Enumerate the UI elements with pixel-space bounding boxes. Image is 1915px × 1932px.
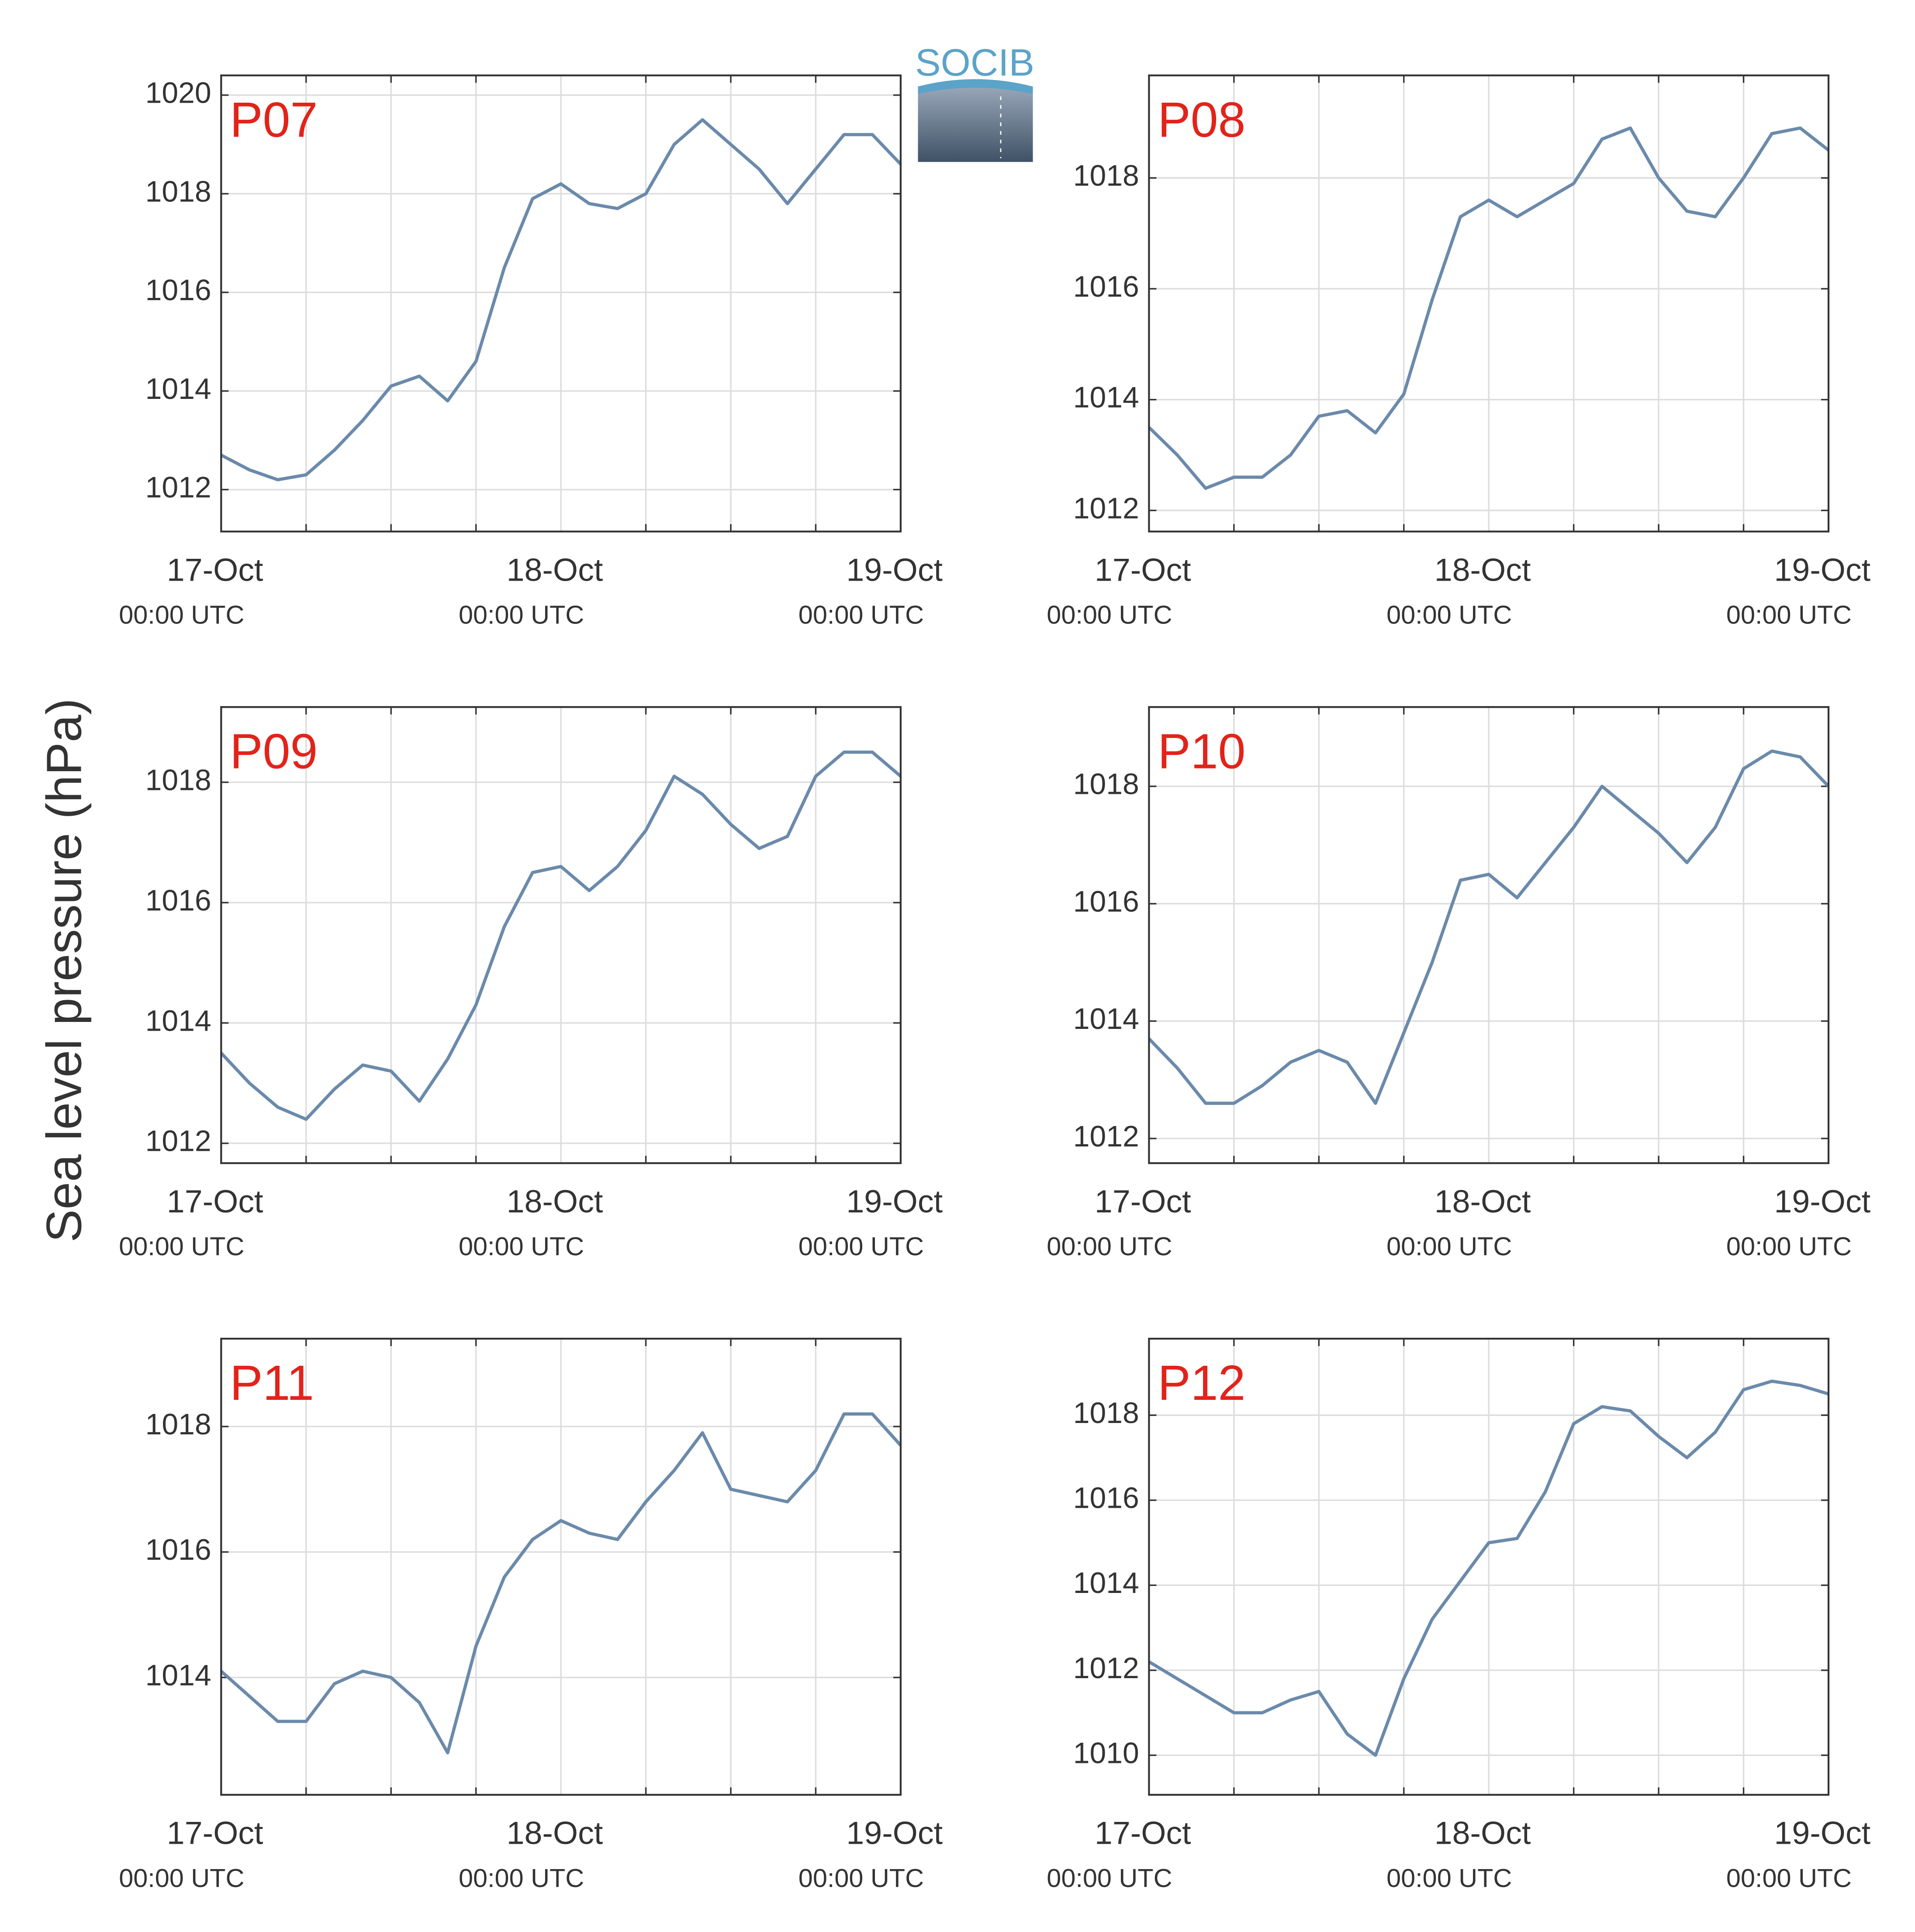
plot-frame [1148,1337,1830,1796]
panel: 1010 1012 1014 1016 1018 17-Oct 00:00 UTC 18-Oc… [1047,1337,1871,1893]
x-tick-sublabel: 00:00 UTC [459,1232,584,1261]
y-axis-label: Sea level pressure (hPa) [36,698,91,1242]
x-tick-sublabel: 00:00 UTC [1386,1232,1512,1261]
y-tick-label: 1018 [1073,1397,1139,1430]
x-tick-label: 19-Oct [1774,1183,1871,1219]
x-tick-sublabel: 00:00 UTC [1726,1863,1852,1893]
x-tick-label: 18-Oct [1435,1815,1531,1851]
plot-frame [1148,74,1830,533]
x-tick-label: 17-Oct [1095,1183,1191,1219]
x-tick-sublabel: 00:00 UTC [1047,1863,1172,1893]
logo-image [918,87,1033,162]
panel-title: P07 [230,92,318,147]
panel: 1012 1014 1016 1018 17-Oct 00:00 UTC 18-Oct 00:… [119,706,943,1261]
y-tick-label: 1014 [145,373,211,405]
panel-title: P09 [230,724,318,779]
panel: 1014 1016 1018 17-Oct 00:00 UTC 18-Oct 00:00 U… [119,1337,943,1893]
plot-frame [1148,706,1830,1164]
panel-title: P12 [1158,1355,1245,1410]
y-tick-label: 1016 [1073,885,1139,918]
y-tick-label: 1012 [1073,492,1139,525]
x-tick-label: 18-Oct [1435,1183,1531,1219]
x-tick-label: 17-Oct [167,1183,263,1219]
y-tick-label: 1010 [1073,1737,1139,1769]
x-tick-sublabel: 00:00 UTC [459,1863,584,1893]
logo-wave [918,79,1033,94]
x-tick-label: 19-Oct [846,1815,943,1851]
logo-text: SOCIB [915,41,1034,84]
y-tick-label: 1014 [145,1004,211,1037]
y-tick-label: 1018 [1073,768,1139,801]
x-tick-label: 17-Oct [167,551,263,588]
y-tick-label: 1014 [1073,1003,1139,1035]
x-tick-sublabel: 00:00 UTC [1726,600,1852,629]
x-tick-label: 17-Oct [1095,551,1191,588]
panel: 1012 1014 1016 1018 17-Oct 00:00 UTC 18-Oct 00:… [1047,706,1871,1261]
x-tick-label: 18-Oct [1435,551,1531,588]
y-tick-label: 1014 [145,1659,211,1692]
x-tick-label: 19-Oct [846,551,943,588]
y-tick-label: 1012 [1073,1652,1139,1685]
line [220,750,902,1121]
plot-frame [220,1337,902,1796]
y-tick-label: 1012 [145,471,211,504]
plot-frame [220,74,902,533]
x-tick-sublabel: 00:00 UTC [1047,1232,1172,1261]
x-tick-label: 18-Oct [507,551,603,588]
line [220,118,902,481]
panel: 1012 1014 1016 1018 17-Oct 00:00 UTC 18-Oct 00:… [1047,74,1871,629]
x-tick-sublabel: 00:00 UTC [1386,600,1512,629]
y-tick-label: 1012 [145,1125,211,1158]
y-tick-label: 1014 [1073,1567,1139,1600]
y-tick-label: 1016 [145,1534,211,1566]
panel-title: P11 [230,1355,314,1410]
line [1148,1379,1829,1757]
x-tick-label: 17-Oct [1095,1815,1191,1851]
y-tick-label: 1012 [1073,1120,1139,1153]
y-tick-label: 1016 [145,884,211,917]
plot-frame [220,706,902,1164]
x-tick-label: 19-Oct [1774,551,1871,588]
x-tick-sublabel: 00:00 UTC [798,1863,924,1893]
y-tick-label: 1018 [1073,159,1139,192]
line [220,1412,902,1755]
logo: SOCIB [915,41,1034,162]
panel-title: P10 [1158,724,1245,779]
x-tick-sublabel: 00:00 UTC [798,600,924,629]
x-tick-sublabel: 00:00 UTC [119,600,244,629]
x-tick-sublabel: 00:00 UTC [1047,600,1172,629]
x-tick-sublabel: 00:00 UTC [798,1232,924,1261]
x-tick-label: 17-Oct [167,1815,263,1851]
y-tick-label: 1020 [145,77,211,110]
x-tick-label: 19-Oct [1774,1815,1871,1851]
y-tick-label: 1016 [145,274,211,307]
x-tick-sublabel: 00:00 UTC [119,1232,244,1261]
x-tick-sublabel: 00:00 UTC [459,600,584,629]
y-tick-label: 1018 [145,764,211,796]
x-tick-sublabel: 00:00 UTC [1726,1232,1852,1261]
x-tick-label: 19-Oct [846,1183,943,1219]
x-tick-sublabel: 00:00 UTC [1386,1863,1512,1893]
x-tick-label: 18-Oct [507,1183,603,1219]
panel: 1012 1014 1016 1018 1020 17-Oct 00:00 UTC 18-Oc… [119,74,943,629]
line [1148,749,1830,1105]
y-tick-label: 1016 [1073,270,1139,303]
x-tick-sublabel: 00:00 UTC [119,1863,244,1893]
line [1148,126,1830,490]
y-tick-label: 1014 [1073,381,1139,414]
y-tick-label: 1016 [1073,1482,1139,1515]
y-tick-label: 1018 [145,1408,211,1441]
panel-title: P08 [1158,92,1245,147]
y-tick-label: 1018 [145,175,211,208]
x-tick-label: 18-Oct [507,1815,603,1851]
